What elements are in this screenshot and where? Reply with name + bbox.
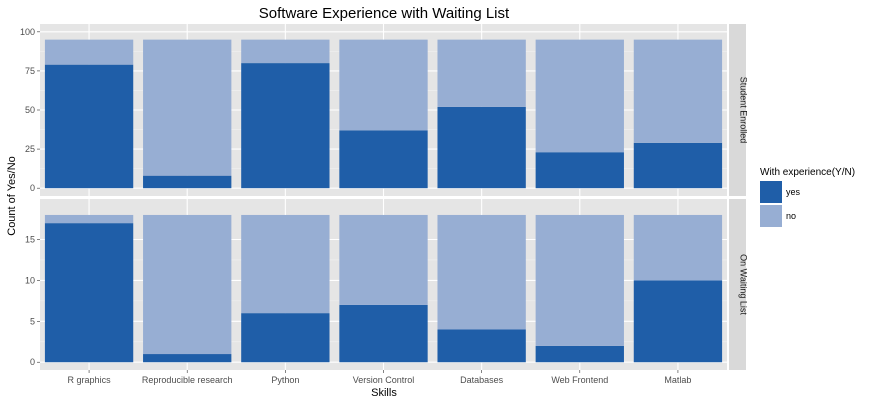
- x-axis: R graphics Reproducible research Python Ver…: [68, 370, 691, 385]
- bar-no: [241, 39, 330, 64]
- y-tick-label: 50: [25, 105, 35, 115]
- bar-yes: [44, 223, 134, 363]
- bar-yes: [535, 345, 624, 363]
- bar-no: [44, 214, 134, 224]
- y-tick-label: 5: [30, 316, 35, 326]
- legend-label-no: no: [786, 211, 796, 221]
- y-tick-label: 0: [30, 357, 35, 367]
- x-tick-label: Version Control: [353, 375, 415, 385]
- x-tick-label: Matlab: [664, 375, 691, 385]
- legend-key-yes: [760, 181, 782, 203]
- facet-panels: 0 25 50 75 100 Student Enrolled 0 5 10 15 On Waiti…: [20, 24, 749, 370]
- bar-no: [535, 214, 624, 346]
- facet-panel-1: 0 5 10 15 On Waiting List: [25, 199, 749, 370]
- y-tick-label: 15: [25, 235, 35, 245]
- bar-no: [143, 214, 232, 355]
- bar-yes: [437, 329, 526, 363]
- bar-yes: [633, 142, 723, 189]
- bar-yes: [339, 130, 428, 189]
- facet-strip: [729, 24, 746, 196]
- x-tick-label: Web Frontend: [551, 375, 608, 385]
- bar-no: [241, 214, 330, 314]
- bar-yes: [339, 304, 428, 363]
- bar-yes: [535, 152, 624, 189]
- y-tick-label: 75: [25, 66, 35, 76]
- y-axis-title: Count of Yes/No: [6, 156, 18, 236]
- bar-no: [339, 39, 428, 131]
- bar-yes: [241, 63, 330, 189]
- bar-no: [633, 39, 723, 143]
- facet-strip-label: Student Enrolled: [739, 77, 749, 144]
- bar-yes: [44, 64, 134, 189]
- y-tick-label: 0: [30, 183, 35, 193]
- legend: With experience(Y/N) yes no: [760, 167, 855, 227]
- bar-no: [633, 214, 723, 281]
- bar-yes: [143, 354, 232, 363]
- bar-no: [339, 214, 428, 305]
- x-tick-label: Databases: [460, 375, 504, 385]
- legend-title: With experience(Y/N): [760, 167, 855, 178]
- x-tick-label: Python: [271, 375, 299, 385]
- bar-yes: [437, 106, 526, 189]
- y-tick-label: 10: [25, 275, 35, 285]
- bar-no: [44, 39, 134, 65]
- x-tick-label: R graphics: [68, 375, 112, 385]
- bar-no: [535, 39, 624, 153]
- facet-strip: [729, 199, 746, 370]
- bar-yes: [143, 175, 232, 189]
- y-tick-label: 25: [25, 144, 35, 154]
- bar-no: [437, 39, 526, 107]
- chart-title: Software Experience with Waiting List: [259, 5, 510, 22]
- legend-label-yes: yes: [786, 187, 801, 197]
- facet-panel-0: 0 25 50 75 100 Student Enrolled: [20, 24, 749, 196]
- bar-no: [437, 214, 526, 330]
- y-tick-label: 100: [20, 27, 35, 37]
- legend-key-no: [760, 205, 782, 227]
- bar-yes: [241, 313, 330, 363]
- bar-no: [143, 39, 232, 176]
- bar-yes: [633, 280, 723, 363]
- x-tick-label: Reproducible research: [142, 375, 233, 385]
- facet-strip-label: On Waiting List: [739, 254, 749, 315]
- x-axis-title: Skills: [371, 387, 397, 399]
